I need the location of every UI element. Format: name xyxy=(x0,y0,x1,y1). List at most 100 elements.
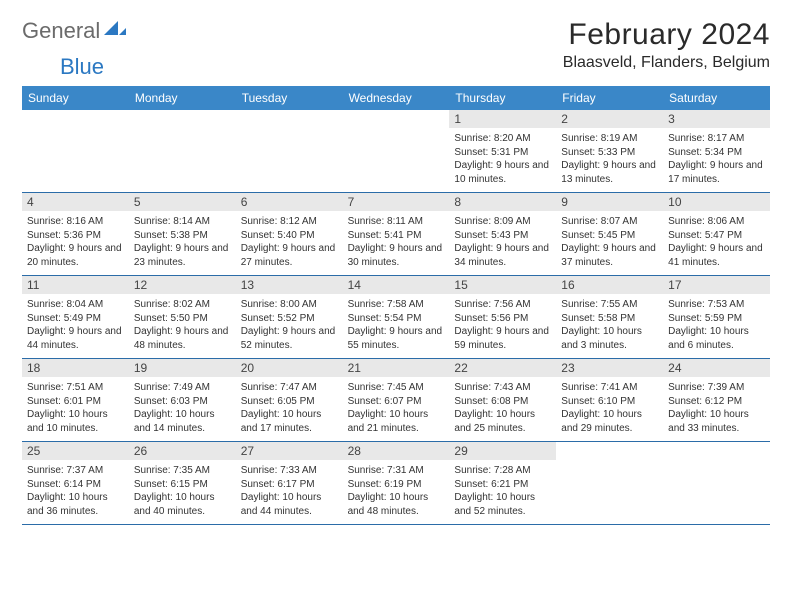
sunrise-text: Sunrise: 7:53 AM xyxy=(668,298,765,312)
sunset-text: Sunset: 5:31 PM xyxy=(454,146,551,160)
sunrise-text: Sunrise: 7:51 AM xyxy=(27,381,124,395)
day-number: 16 xyxy=(556,276,663,294)
day-details: Sunrise: 8:12 AMSunset: 5:40 PMDaylight:… xyxy=(240,214,339,269)
day-header: Friday xyxy=(556,86,663,110)
day-details: Sunrise: 7:51 AMSunset: 6:01 PMDaylight:… xyxy=(26,380,125,435)
sunrise-text: Sunrise: 8:11 AM xyxy=(348,215,445,229)
logo-triangle-icon xyxy=(104,21,126,42)
day-cell: 26Sunrise: 7:35 AMSunset: 6:15 PMDayligh… xyxy=(129,442,236,524)
day-cell: 6 Sunrise: 8:12 AMSunset: 5:40 PMDaylight… xyxy=(236,193,343,275)
sunrise-text: Sunrise: 8:07 AM xyxy=(561,215,658,229)
daylight-text: Daylight: 9 hours and 34 minutes. xyxy=(454,242,551,269)
day-header-row: Sunday Monday Tuesday Wednesday Thursday… xyxy=(22,86,770,110)
day-cell: 1 Sunrise: 8:20 AMSunset: 5:31 PMDaylight… xyxy=(449,110,556,192)
title-block: February 2024 Blaasveld, Flanders, Belgi… xyxy=(563,18,770,72)
day-cell: 4 Sunrise: 8:16 AMSunset: 5:36 PMDaylight… xyxy=(22,193,129,275)
sunset-text: Sunset: 5:43 PM xyxy=(454,229,551,243)
daylight-text: Daylight: 9 hours and 17 minutes. xyxy=(668,159,765,186)
day-number: 24 xyxy=(663,359,770,377)
daylight-text: Daylight: 9 hours and 44 minutes. xyxy=(27,325,124,352)
sunset-text: Sunset: 6:08 PM xyxy=(454,395,551,409)
weeks-container: 1Sunrise: 8:20 AMSunset: 5:31 PMDaylight… xyxy=(22,110,770,525)
sunset-text: Sunset: 5:36 PM xyxy=(27,229,124,243)
day-number: 23 xyxy=(556,359,663,377)
day-number: 9 xyxy=(556,193,663,211)
day-cell xyxy=(556,442,663,524)
sunrise-text: Sunrise: 7:28 AM xyxy=(454,464,551,478)
day-details: Sunrise: 7:58 AMSunset: 5:54 PMDaylight:… xyxy=(347,297,446,352)
week-row: 18Sunrise: 7:51 AMSunset: 6:01 PMDayligh… xyxy=(22,359,770,442)
sunset-text: Sunset: 6:01 PM xyxy=(27,395,124,409)
day-cell xyxy=(663,442,770,524)
daylight-text: Daylight: 10 hours and 25 minutes. xyxy=(454,408,551,435)
sunrise-text: Sunrise: 7:43 AM xyxy=(454,381,551,395)
day-cell: 7 Sunrise: 8:11 AMSunset: 5:41 PMDaylight… xyxy=(343,193,450,275)
day-cell: 11Sunrise: 8:04 AMSunset: 5:49 PMDayligh… xyxy=(22,276,129,358)
day-number: 12 xyxy=(129,276,236,294)
daylight-text: Daylight: 9 hours and 52 minutes. xyxy=(241,325,338,352)
day-details: Sunrise: 8:14 AMSunset: 5:38 PMDaylight:… xyxy=(133,214,232,269)
day-details: Sunrise: 7:37 AMSunset: 6:14 PMDaylight:… xyxy=(26,463,125,518)
day-cell: 17Sunrise: 7:53 AMSunset: 5:59 PMDayligh… xyxy=(663,276,770,358)
day-number: 2 xyxy=(556,110,663,128)
week-row: 25Sunrise: 7:37 AMSunset: 6:14 PMDayligh… xyxy=(22,442,770,525)
day-header: Tuesday xyxy=(236,86,343,110)
day-details: Sunrise: 7:41 AMSunset: 6:10 PMDaylight:… xyxy=(560,380,659,435)
day-cell xyxy=(22,110,129,192)
sunrise-text: Sunrise: 7:56 AM xyxy=(454,298,551,312)
day-cell: 22Sunrise: 7:43 AMSunset: 6:08 PMDayligh… xyxy=(449,359,556,441)
sunset-text: Sunset: 5:38 PM xyxy=(134,229,231,243)
sunrise-text: Sunrise: 7:55 AM xyxy=(561,298,658,312)
day-number: 27 xyxy=(236,442,343,460)
sunrise-text: Sunrise: 8:09 AM xyxy=(454,215,551,229)
day-number: 11 xyxy=(22,276,129,294)
sunset-text: Sunset: 6:07 PM xyxy=(348,395,445,409)
sunrise-text: Sunrise: 8:04 AM xyxy=(27,298,124,312)
sunrise-text: Sunrise: 7:33 AM xyxy=(241,464,338,478)
sunset-text: Sunset: 6:12 PM xyxy=(668,395,765,409)
day-cell: 21Sunrise: 7:45 AMSunset: 6:07 PMDayligh… xyxy=(343,359,450,441)
day-number: 26 xyxy=(129,442,236,460)
daylight-text: Daylight: 10 hours and 36 minutes. xyxy=(27,491,124,518)
day-number: 1 xyxy=(449,110,556,128)
day-cell: 14Sunrise: 7:58 AMSunset: 5:54 PMDayligh… xyxy=(343,276,450,358)
day-cell: 8Sunrise: 8:09 AMSunset: 5:43 PMDaylight… xyxy=(449,193,556,275)
daylight-text: Daylight: 10 hours and 29 minutes. xyxy=(561,408,658,435)
day-details: Sunrise: 7:28 AMSunset: 6:21 PMDaylight:… xyxy=(453,463,552,518)
day-details: Sunrise: 7:45 AMSunset: 6:07 PMDaylight:… xyxy=(347,380,446,435)
sunset-text: Sunset: 5:47 PM xyxy=(668,229,765,243)
logo-general: General xyxy=(22,18,100,44)
daylight-text: Daylight: 9 hours and 20 minutes. xyxy=(27,242,124,269)
day-details: Sunrise: 7:55 AMSunset: 5:58 PMDaylight:… xyxy=(560,297,659,352)
sunrise-text: Sunrise: 8:19 AM xyxy=(561,132,658,146)
sunrise-text: Sunrise: 8:06 AM xyxy=(668,215,765,229)
daylight-text: Daylight: 9 hours and 48 minutes. xyxy=(134,325,231,352)
sunset-text: Sunset: 5:40 PM xyxy=(241,229,338,243)
day-details: Sunrise: 8:20 AMSunset: 5:31 PMDaylight:… xyxy=(453,131,552,186)
daylight-text: Daylight: 9 hours and 30 minutes. xyxy=(348,242,445,269)
day-number: 5 xyxy=(129,193,236,211)
day-cell: 2Sunrise: 8:19 AMSunset: 5:33 PMDaylight… xyxy=(556,110,663,192)
day-details: Sunrise: 8:11 AMSunset: 5:41 PMDaylight:… xyxy=(347,214,446,269)
sunrise-text: Sunrise: 8:16 AM xyxy=(27,215,124,229)
day-details: Sunrise: 7:47 AMSunset: 6:05 PMDaylight:… xyxy=(240,380,339,435)
daylight-text: Daylight: 10 hours and 52 minutes. xyxy=(454,491,551,518)
sunrise-text: Sunrise: 8:20 AM xyxy=(454,132,551,146)
sunrise-text: Sunrise: 7:35 AM xyxy=(134,464,231,478)
day-number: 6 xyxy=(236,193,343,211)
day-number: 7 xyxy=(343,193,450,211)
sunrise-text: Sunrise: 7:58 AM xyxy=(348,298,445,312)
day-number: 4 xyxy=(22,193,129,211)
sunset-text: Sunset: 5:58 PM xyxy=(561,312,658,326)
sunset-text: Sunset: 6:19 PM xyxy=(348,478,445,492)
day-cell xyxy=(343,110,450,192)
daylight-text: Daylight: 10 hours and 40 minutes. xyxy=(134,491,231,518)
daylight-text: Daylight: 10 hours and 10 minutes. xyxy=(27,408,124,435)
day-cell: 24Sunrise: 7:39 AMSunset: 6:12 PMDayligh… xyxy=(663,359,770,441)
day-number: 10 xyxy=(663,193,770,211)
sunset-text: Sunset: 6:17 PM xyxy=(241,478,338,492)
sunset-text: Sunset: 6:10 PM xyxy=(561,395,658,409)
sunset-text: Sunset: 6:05 PM xyxy=(241,395,338,409)
week-row: 4Sunrise: 8:16 AMSunset: 5:36 PMDaylight… xyxy=(22,193,770,276)
day-details: Sunrise: 7:53 AMSunset: 5:59 PMDaylight:… xyxy=(667,297,766,352)
